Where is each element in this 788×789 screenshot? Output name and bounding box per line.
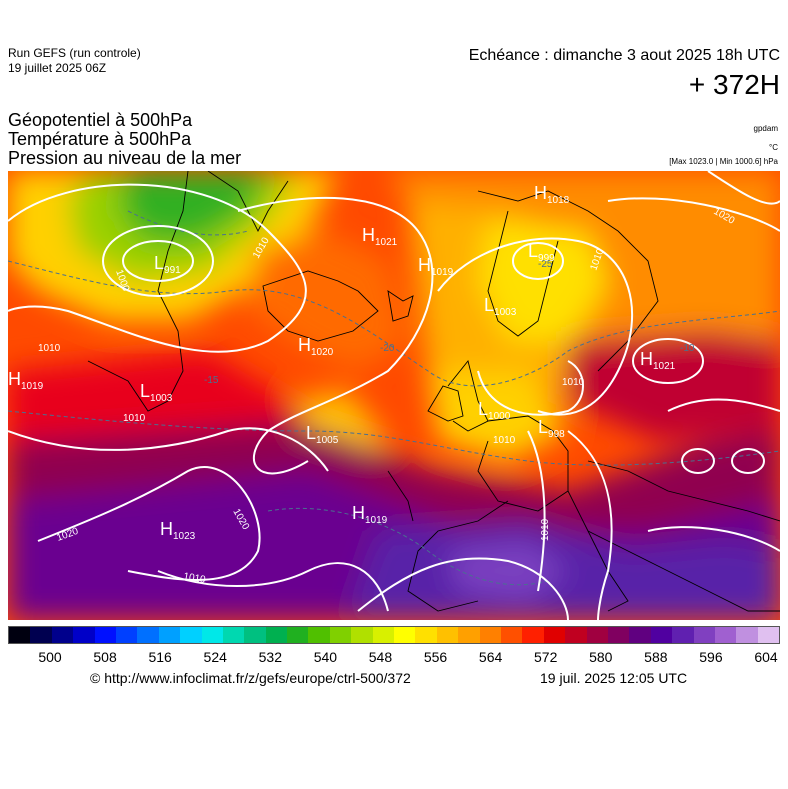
colorbar-tick-label: 556 [423, 649, 448, 665]
pressure-system: H1021 [362, 225, 398, 248]
colorbar-segment [543, 627, 566, 643]
colorbar-segment [287, 627, 309, 643]
colorbar-segment [9, 627, 31, 643]
run-date: 19 juillet 2025 06Z [8, 61, 107, 75]
colorbar-segment [479, 627, 501, 643]
colorbar-tick-label: 540 [313, 649, 338, 665]
colorbar-segment [30, 627, 52, 643]
temperature-label: -15 [204, 375, 219, 386]
colorbar-tick-label: 580 [589, 649, 613, 665]
pressure-system: L998 [538, 417, 565, 440]
pressure-system: L1000 [478, 399, 511, 422]
forecast-lead-time: + 372H [688, 69, 780, 100]
colorbar-segment [180, 627, 202, 643]
colorbar-segment [757, 627, 780, 643]
run-title: Run GEFS (run controle) [8, 46, 141, 60]
isobars [8, 171, 780, 620]
colorbar-tick-label: 516 [148, 649, 172, 665]
pressure-system: L1003 [484, 295, 517, 318]
colorbar-segment [329, 627, 352, 643]
unit-temperature: °C [769, 143, 778, 152]
pressure-system: H1021 [640, 349, 676, 372]
colorbar-tick-label: 604 [754, 649, 778, 665]
colorbar-segment [351, 627, 373, 643]
param-geopotential: Géopotentiel à 500hPa [8, 110, 193, 130]
temperature-label: -20 [380, 343, 395, 354]
temperature-label: -25 [538, 259, 553, 270]
colorbar-segment [458, 627, 480, 643]
colorbar [8, 626, 780, 644]
colorbar-segment [244, 627, 266, 643]
colorbar-segment [607, 627, 630, 643]
colorbar-tick-label: 588 [644, 649, 668, 665]
colorbar-segment [265, 627, 288, 643]
pressure-system: L1005 [306, 423, 339, 446]
geopotential-field [8, 171, 780, 620]
colorbar-segment [522, 627, 544, 643]
unit-geopotential: gpdam [753, 124, 778, 133]
unit-mslp-range: [Max 1023.0 | Min 1000.6] hPa [669, 157, 778, 166]
colorbar-segment [565, 627, 587, 643]
colorbar-ticks: 500 508 516 524 532 540 548 556 564 572 580 588 596 6… [8, 649, 780, 667]
colorbar-tick-label: 572 [534, 649, 558, 665]
colorbar-segment [222, 627, 245, 643]
pressure-system: H1019 [352, 503, 388, 526]
colorbar-segment [693, 627, 715, 643]
isobar-label: 1010 [493, 435, 516, 446]
colorbar-tick-label: 564 [478, 649, 503, 665]
colorbar-segment [73, 627, 95, 643]
colorbar-segment [372, 627, 395, 643]
colorbar-segment [137, 627, 159, 643]
colorbar-segment [672, 627, 694, 643]
colorbar-tick-label: 532 [258, 649, 282, 665]
colorbar-tick-label: 548 [368, 649, 393, 665]
colorbar-tick-label: 508 [93, 649, 117, 665]
colorbar-segment [115, 627, 138, 643]
temperature-labels: -20 -15 -10 -25 [204, 259, 695, 386]
colorbar-segment [308, 627, 330, 643]
pressure-system: L999 [528, 241, 555, 264]
colorbar-tick-label: 500 [38, 649, 62, 665]
pressure-system: L991 [154, 253, 181, 276]
colorbar-tick-label: 524 [203, 649, 227, 665]
pressure-system: H1020 [298, 335, 334, 358]
colorbar-segment [714, 627, 737, 643]
pressure-system: H1019 [8, 369, 44, 392]
isobar-label: 1010 [182, 571, 206, 586]
colorbar-segment [500, 627, 523, 643]
colorbar-segment [586, 627, 608, 643]
weather-map: 1010 1010 1020 1010 1010 1020 1020 1010 … [8, 171, 780, 620]
colorbar-segment [394, 627, 416, 643]
colorbar-segment [736, 627, 758, 643]
isobar-label: 1010 [38, 343, 61, 354]
issued-time: 19 juil. 2025 12:05 UTC [540, 670, 688, 686]
isobar-label: 1010 [123, 413, 146, 424]
colorbar-segment [629, 627, 651, 643]
credit-url: © http://www.infoclimat.fr/z/gefs/europe… [90, 670, 411, 686]
colorbar-segment [436, 627, 459, 643]
temperature-label: -10 [680, 343, 695, 354]
colorbar-segment [51, 627, 74, 643]
colorbar-segment [201, 627, 223, 643]
param-mslp: Pression au niveau de la mer [8, 148, 242, 168]
colorbar-segment [158, 627, 181, 643]
param-temperature: Température à 500hPa [8, 129, 192, 149]
pressure-system: H1019 [418, 255, 454, 278]
forecast-valid-time: Echéance : dimanche 3 aout 2025 18h UTC [468, 47, 780, 64]
pressure-system: H1018 [534, 183, 570, 206]
pressure-system: L1003 [140, 381, 173, 404]
isobar-label: 1010 [540, 518, 551, 541]
colorbar-segment [94, 627, 116, 643]
pressure-system: H1023 [160, 519, 196, 542]
coastlines [87, 171, 780, 612]
colorbar-tick-label: 596 [699, 649, 723, 665]
colorbar-segment [650, 627, 673, 643]
colorbar-segment [415, 627, 437, 643]
isobar-label: 1010 [562, 377, 585, 388]
pressure-systems: L991 H1021 H1019 H1018 L999 L1003 H1020 … [8, 183, 676, 542]
